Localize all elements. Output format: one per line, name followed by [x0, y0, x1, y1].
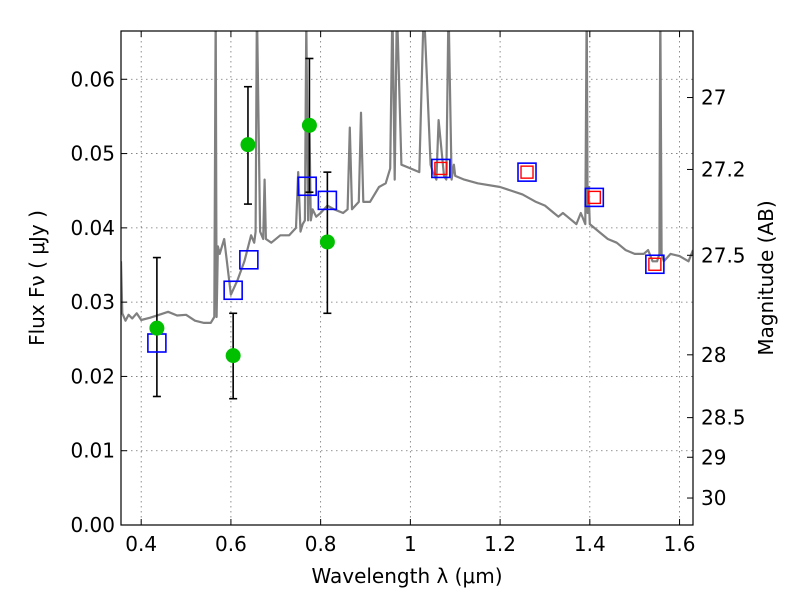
model-box	[584, 187, 605, 208]
y-axis-title: Flux Fν ( μJy )	[25, 210, 49, 346]
model-box-inner	[587, 190, 602, 205]
y-tick-labels: 0.00 0.01 0.02 0.03 0.04 0.05 0.06	[70, 67, 115, 537]
x-tick-label: 0.6	[215, 532, 247, 556]
x-tick-label: 1.4	[574, 532, 606, 556]
y2-tick-label: 27	[701, 86, 726, 110]
y-tick-label: 0.04	[70, 216, 115, 240]
model-box	[317, 190, 338, 211]
x-axis-title: Wavelength λ (μm)	[311, 564, 502, 588]
y2-tick-label: 30	[701, 486, 726, 510]
model-box	[297, 176, 317, 197]
y2-tick-label: 28	[701, 343, 726, 367]
x-tick-label: 0.8	[305, 532, 337, 556]
y-tick-label: 0.00	[70, 513, 115, 537]
observed-photometry-series	[149, 117, 335, 364]
y-tick-label: 0.02	[70, 364, 115, 388]
y2-tick-label: 29	[701, 445, 726, 469]
x-tick-label: 1.6	[664, 532, 696, 556]
axis-ticks	[121, 31, 693, 526]
x-tick-label: 0.4	[125, 532, 157, 556]
observed-point	[240, 137, 256, 153]
y-tick-label: 0.06	[70, 67, 115, 91]
observed-point	[149, 320, 165, 336]
observed-point	[319, 234, 335, 250]
y2-axis-title: Magnitude (AB)	[754, 200, 778, 355]
model-box-inner	[648, 257, 662, 271]
plot-frame	[120, 30, 694, 526]
model-box	[223, 280, 243, 301]
x-tick-labels: 0.4 0.6 0.8 1 1.2 1.4 1.6	[125, 532, 695, 556]
x-tick-label: 1.2	[484, 532, 516, 556]
model-box-inner	[434, 161, 448, 176]
x-tick-label: 1	[404, 532, 417, 556]
observed-point	[301, 117, 317, 133]
y2-tick-labels: 27 27.2 27.5 28 28.5 29 30	[701, 86, 746, 510]
model-box	[517, 162, 537, 182]
y2-tick-label: 27.2	[701, 157, 746, 181]
model-box	[431, 158, 451, 179]
y2-tick-label: 28.5	[701, 406, 746, 430]
y-tick-label: 0.05	[70, 142, 115, 166]
y-tick-label: 0.01	[70, 439, 115, 463]
model-box	[645, 254, 665, 275]
y-tick-label: 0.03	[70, 290, 115, 314]
observed-point	[225, 348, 241, 364]
y2-tick-label: 27.5	[701, 243, 746, 267]
model-box-inner	[520, 165, 534, 179]
model-box	[239, 250, 259, 270]
